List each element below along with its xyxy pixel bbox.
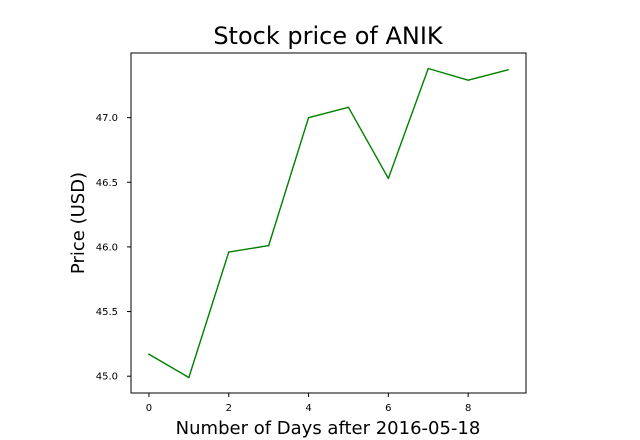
data-point [347,106,350,109]
y-tick-label: 45.0 [96,372,118,383]
data-point [307,116,310,119]
y-tick-label: 47.0 [96,113,118,124]
chart-title: Stock price of ANIK [213,22,444,50]
x-axis-label: Number of Days after 2016-05-18 [176,418,481,439]
x-tick-label: 2 [226,403,232,414]
y-axis-label: Price (USD) [68,172,89,274]
data-point [227,251,230,253]
x-tick-label: 6 [385,403,391,414]
series-line-0 [148,67,509,379]
data-point [507,69,509,71]
data-point [467,79,469,81]
data-point [427,67,430,70]
y-axis: 45.0 45.5 46.0 46.5 47.0 [96,113,131,383]
x-tick-label: 8 [465,403,471,414]
x-tick-label: 0 [146,403,152,414]
data-point [387,177,390,180]
y-tick-label: 46.5 [96,178,118,189]
x-axis: 0 2 4 6 8 [146,393,471,414]
plot-area-frame [130,52,527,394]
series-layer [148,67,509,379]
y-tick-label: 46.0 [96,242,118,253]
data-point [148,353,150,356]
x-tick-label: 4 [305,403,311,414]
y-tick-label: 45.5 [96,307,118,318]
data-point [267,244,270,247]
data-point [188,376,190,379]
